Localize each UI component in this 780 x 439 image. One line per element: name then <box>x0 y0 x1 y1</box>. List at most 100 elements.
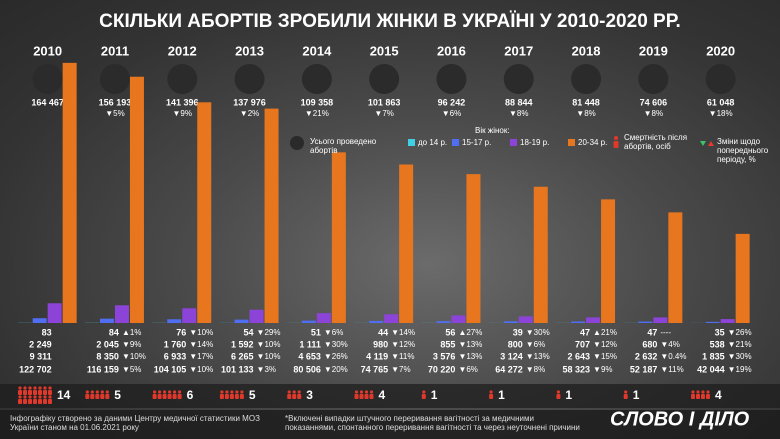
death-label: 4 <box>715 388 722 402</box>
death-label: 1 <box>633 388 640 402</box>
death-icon-head <box>163 390 167 394</box>
death-label: 3 <box>306 388 313 402</box>
death-icon-body <box>167 394 172 399</box>
year-label: 2011 <box>101 43 129 58</box>
bar <box>436 321 451 323</box>
death-icon-body <box>556 394 561 399</box>
death-icon-body <box>152 394 157 399</box>
change-label: ▼3% <box>257 365 276 374</box>
value-label: 3 124 <box>500 351 523 361</box>
death-icon-head <box>38 395 42 399</box>
value-label: 35 <box>715 327 725 337</box>
bar <box>705 321 720 323</box>
death-icon-head <box>48 395 52 399</box>
change-label: ▼6% <box>324 328 343 337</box>
chart-title: СКІЛЬКИ АБОРТІВ ЗРОБИЛИ ЖІНКИ В УКРАЇНІ … <box>99 11 681 32</box>
total-label: 137 976 <box>233 97 266 107</box>
death-icons <box>85 390 110 399</box>
total-label: 88 844 <box>505 97 533 107</box>
total-marker <box>436 64 467 94</box>
bar <box>264 108 279 323</box>
total-marker <box>638 64 669 94</box>
change-label: ▼29% <box>257 328 281 337</box>
death-icon-body <box>33 390 37 395</box>
legend-label: 18-19 р. <box>520 138 549 147</box>
death-icons <box>556 390 561 399</box>
change-label: ▼30% <box>324 340 348 349</box>
death-icon-head <box>230 390 234 394</box>
death-icon-head <box>38 386 42 390</box>
death-icon-head <box>691 390 695 394</box>
year-label: 2020 <box>706 43 735 58</box>
total-change: ▼6% <box>442 109 461 118</box>
death-icon-body <box>157 394 162 399</box>
value-label: 116 159 <box>87 364 119 374</box>
total-change: ▼8% <box>644 109 663 118</box>
death-icon-head <box>173 390 177 394</box>
legend-age-title: Вік жінок: <box>475 126 510 135</box>
death-icon-head <box>23 386 27 390</box>
death-icon-head <box>235 390 239 394</box>
bar <box>114 305 129 323</box>
bar <box>638 321 653 323</box>
death-label: 6 <box>187 388 194 402</box>
change-label: ▼9% <box>593 365 612 374</box>
change-label: ▼26% <box>728 328 752 337</box>
death-icon-body <box>105 394 110 399</box>
death-icon-body <box>43 390 47 395</box>
change-label: ▼10% <box>189 365 213 374</box>
deaths-band <box>0 384 780 408</box>
value-label: 8 350 <box>96 351 119 361</box>
total-marker <box>32 64 63 94</box>
bar <box>129 76 144 323</box>
value-label: 122 702 <box>19 364 52 374</box>
bar <box>601 199 616 323</box>
value-label: 104 105 <box>154 364 187 374</box>
value-label: 4 653 <box>298 351 321 361</box>
bar <box>316 313 331 323</box>
value-label: 2 249 <box>29 339 52 349</box>
change-label: ▼12% <box>391 340 415 349</box>
death-icon-head <box>240 390 244 394</box>
death-icon-body <box>229 394 234 399</box>
death-icons <box>18 386 52 404</box>
year-label: 2017 <box>504 43 533 58</box>
death-icon-head <box>100 390 104 394</box>
death-label: 4 <box>379 388 386 402</box>
legend-label: до 14 р. <box>418 138 447 147</box>
death-icon-body <box>162 394 167 399</box>
death-icon-body <box>369 394 374 399</box>
legend-death-icon <box>613 136 619 148</box>
bar <box>249 309 264 323</box>
change-label: ▼17% <box>189 352 213 361</box>
value-label: 52 187 <box>630 364 658 374</box>
bar <box>197 102 212 324</box>
change-label: ▼10% <box>257 352 281 361</box>
death-icon-body <box>219 394 224 399</box>
death-icon-head <box>178 390 182 394</box>
change-label: ▲21% <box>593 328 617 337</box>
death-icon-body <box>90 394 95 399</box>
total-marker <box>167 64 198 94</box>
death-icons <box>421 390 426 399</box>
legend-swatch <box>452 139 459 146</box>
value-label: 84 <box>109 327 119 337</box>
death-icon-head <box>85 390 89 394</box>
change-label: ▼12% <box>593 340 617 349</box>
year-label: 2010 <box>33 43 62 58</box>
value-label: 800 <box>508 339 523 349</box>
value-label: 51 <box>311 327 321 337</box>
change-label: ▼4% <box>660 340 679 349</box>
death-icon-body <box>95 394 100 399</box>
total-change: ▼7% <box>374 109 393 118</box>
death-icon-body <box>28 399 32 404</box>
death-icon-head <box>287 390 291 394</box>
total-label: 61 048 <box>707 97 735 107</box>
death-icon-body <box>234 394 239 399</box>
year-label: 2013 <box>235 43 264 58</box>
change-label: ▼10% <box>122 352 146 361</box>
value-label: 101 133 <box>221 364 254 374</box>
bar <box>653 317 668 323</box>
value-label: 54 <box>244 327 254 337</box>
